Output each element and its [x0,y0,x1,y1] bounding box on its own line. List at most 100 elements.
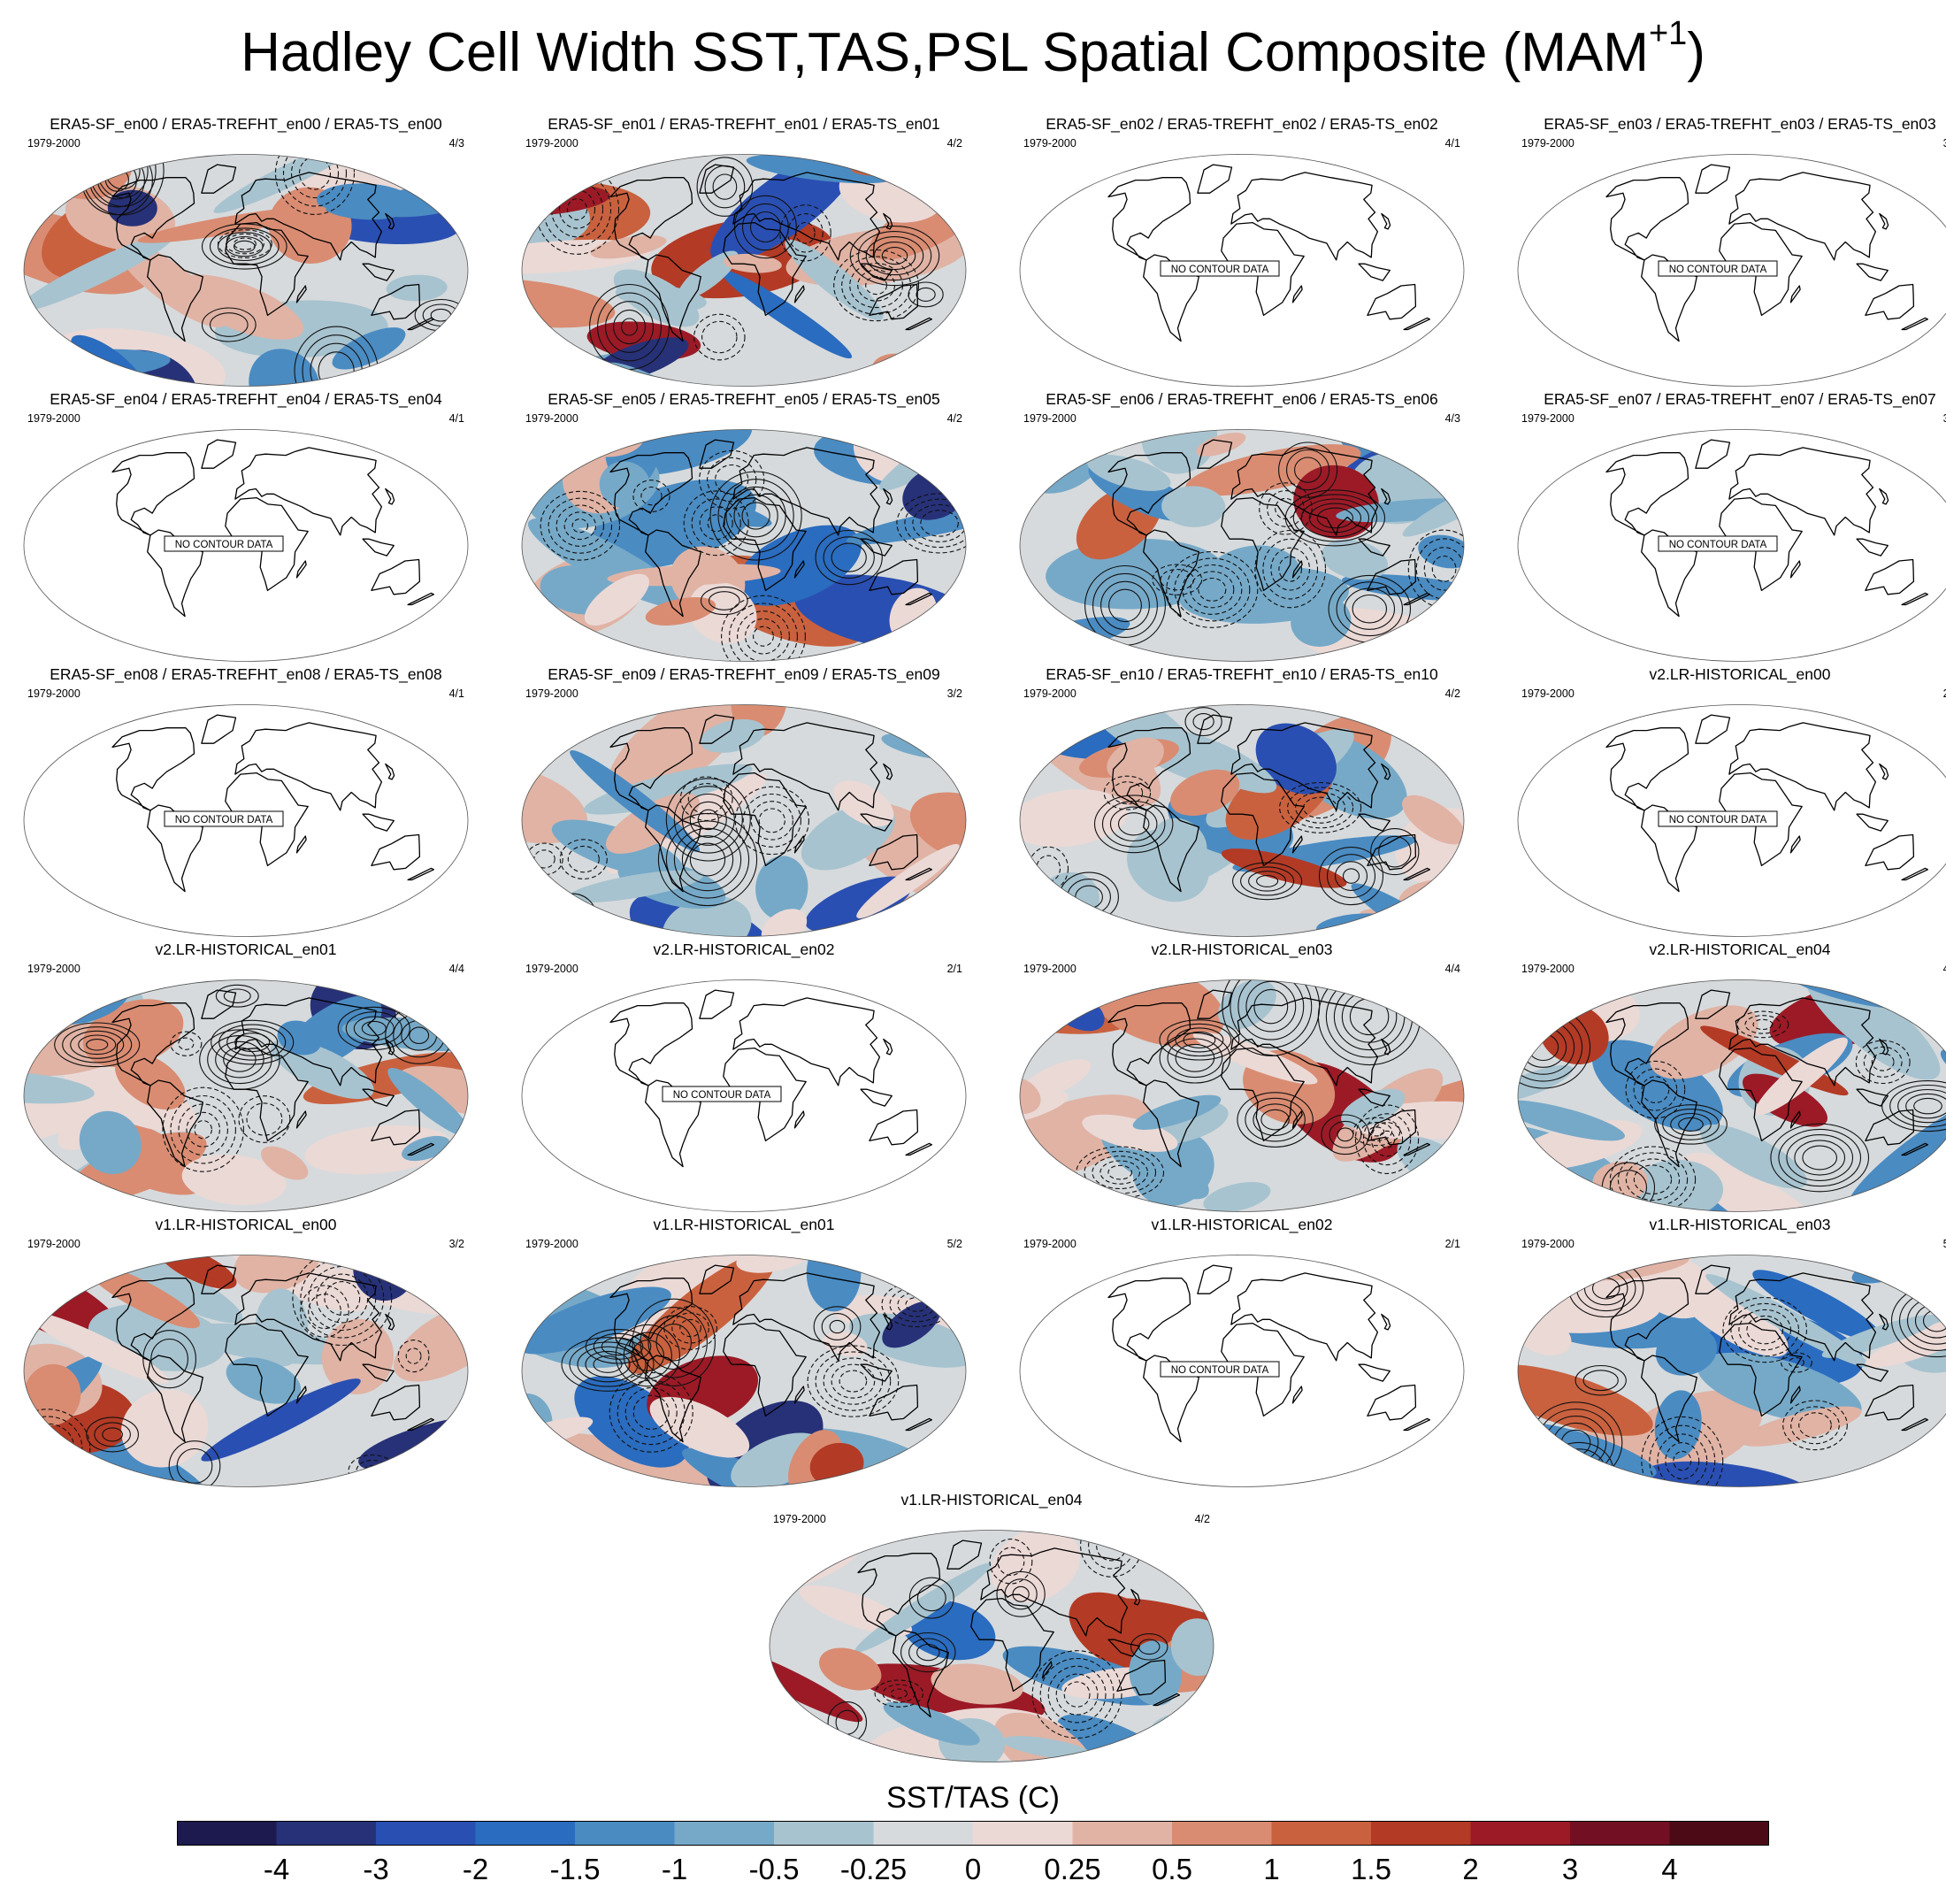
map-panel: ERA5-SF_en08 / ERA5-TREFHT_en08 / ERA5-T… [3,665,489,940]
map-svg: NO CONTOUR DATA [521,979,967,1212]
panel-count: 2/1 [1943,687,1946,701]
coastline [1856,263,1889,281]
coastline [1221,772,1305,867]
coastline [793,285,805,303]
map-border [769,1530,1214,1762]
coastline [732,1272,881,1362]
panel-count: 2/1 [946,963,962,975]
colorbar-segment [1271,1821,1372,1846]
no-data-label: NO CONTOUR DATA [1669,815,1767,825]
map-border [521,979,967,1212]
coastline [1291,835,1303,854]
coastline [111,177,195,261]
coastline [1605,727,1689,811]
coastline [1789,1110,1801,1129]
map-panel: v2.LR-HISTORICAL_en03 1979-2000 4/4 [999,940,1485,1216]
map-panel: v2.LR-HISTORICAL_en04 1979-2000 4/3 [1497,940,1946,1216]
coastline [201,164,237,194]
coastline [645,804,701,893]
colorbar-segment [674,1821,775,1846]
coastline [1865,558,1915,595]
coastline [1403,867,1431,881]
panel-title: v1.LR-HISTORICAL_en03 [1649,1216,1831,1233]
coastline [699,714,735,744]
coastline [1719,1047,1803,1142]
anomaly-field [522,429,966,662]
panel-period: 1979-2000 [525,412,578,425]
map-border [521,429,967,662]
coastline [1641,1355,1697,1443]
coastline [905,1417,933,1432]
coastline [1865,1109,1915,1146]
coastline [869,558,919,595]
figure-title: Hadley Cell Width SST,TAS,PSL Spatial Co… [0,17,1946,87]
coastline [225,1047,309,1142]
coastline [1865,283,1915,320]
map-border [1517,704,1946,937]
map-svg [521,429,967,662]
coastline [1107,452,1191,536]
map-panel: ERA5-SF_en10 / ERA5-TREFHT_en10 / ERA5-T… [999,665,1485,940]
coastline [1381,763,1391,780]
coastline [295,1386,307,1404]
map-panel: v2.LR-HISTORICAL_en00 1979-2000 2/1 NO CONT… [1497,665,1946,940]
colorbar-segment [475,1821,576,1846]
coastline [201,714,237,744]
panel-count: 4/3 [1444,412,1460,425]
map-border [1517,154,1946,387]
coastline [371,558,421,595]
coastline [732,722,881,811]
panel-period: 1979-2000 [1521,963,1574,975]
coastline [723,496,807,592]
map-svg: NO CONTOUR DATA [1517,154,1946,387]
panel-title: v2.LR-HISTORICAL_en00 [1649,665,1831,683]
panel-count: 3/1 [1943,412,1946,426]
coastline [147,254,203,342]
map-panel: ERA5-SF_en07 / ERA5-TREFHT_en07 / ERA5-T… [1497,390,1946,665]
coastline [1291,1386,1303,1404]
coastline [860,1363,893,1382]
coastline [699,164,735,194]
coastline [295,1110,307,1129]
no-data-box [1160,260,1280,277]
coastline [645,529,701,618]
coastline [1879,763,1889,780]
coastline [1230,1272,1379,1362]
world-map: NO CONTOUR DATA [1511,150,1946,390]
panel-count: 4/2 [946,412,962,425]
world-map [515,1251,973,1491]
coastline [407,867,435,881]
panel-count: 4/4 [1444,963,1460,975]
coastline [1641,1079,1697,1168]
anomaly-field [770,1530,1214,1762]
map-svg [23,979,469,1212]
panel-period: 1979-2000 [27,963,80,975]
map-panel: v1.LR-HISTORICAL_en01 1979-2000 5/2 [501,1216,987,1491]
map-svg [1019,429,1465,662]
coastline [1230,172,1379,261]
no-data-box [164,535,284,552]
coastline [371,283,421,320]
coastline [1728,722,1877,811]
map-panel: ERA5-SF_en06 / ERA5-TREFHT_en06 / ERA5-T… [999,390,1485,665]
map-panel: v2.LR-HISTORICAL_en01 1979-2000 4/4 [3,940,489,1216]
coastline [1367,558,1417,595]
anomaly-field [1020,704,1464,937]
map-border [1019,704,1465,937]
no-data-label: NO CONTOUR DATA [175,540,273,550]
panel-period: 1979-2000 [27,412,80,425]
panel-period: 1979-2000 [1521,412,1574,425]
panel-count: 4/1 [448,412,464,425]
coastline [905,867,933,881]
coastline [1367,833,1417,871]
coastline [1116,1659,1167,1696]
colorbar-segment [1371,1821,1471,1846]
anomaly-field [522,154,966,387]
coastline [793,1386,805,1404]
coastline [1901,1142,1929,1156]
panel-title: ERA5-SF_en00 / ERA5-TREFHT_en00 / ERA5-T… [50,115,442,133]
map-panel: ERA5-SF_en09 / ERA5-TREFHT_en09 / ERA5-T… [501,665,987,940]
coastline [407,592,435,606]
colorbar-segment [276,1821,377,1846]
coastline [147,1079,203,1168]
